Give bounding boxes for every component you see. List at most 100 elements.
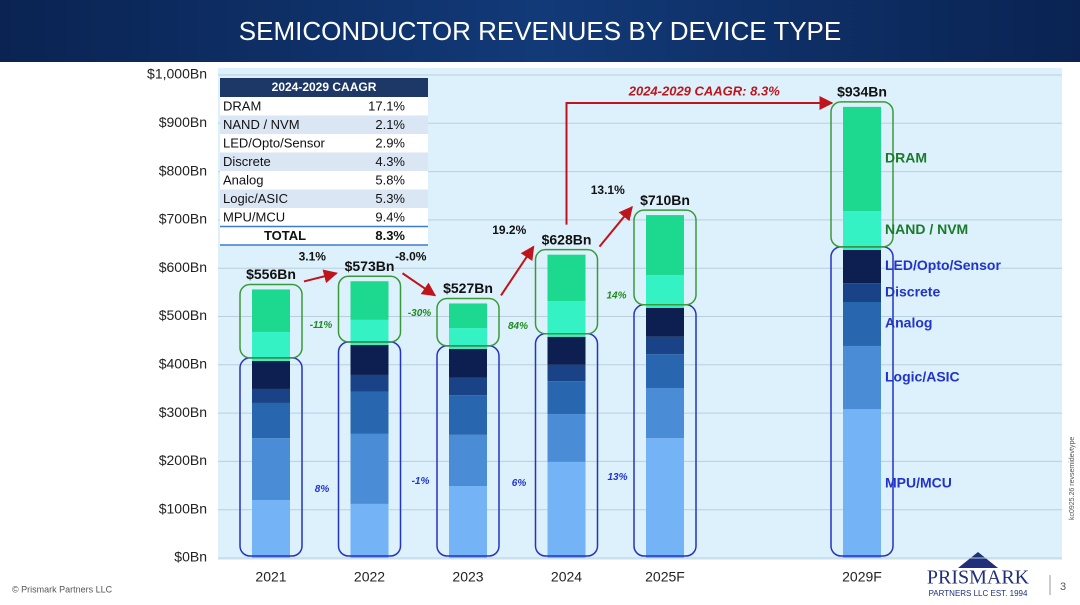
table-cell: MPU/MCU bbox=[223, 210, 285, 225]
logic-growth-label: 6% bbox=[512, 478, 527, 489]
total-label: $710Bn bbox=[640, 192, 690, 208]
bar-segment bbox=[547, 381, 586, 415]
logic-growth-label: 13% bbox=[607, 472, 627, 483]
growth-label: 13.1% bbox=[591, 183, 625, 197]
bar-segment bbox=[350, 374, 389, 392]
memory-growth-label: -11% bbox=[310, 320, 333, 331]
bar-segment bbox=[547, 461, 586, 558]
table-total-label: TOTAL bbox=[264, 228, 306, 243]
total-label: $628Bn bbox=[542, 231, 592, 247]
bar-segment bbox=[252, 500, 290, 558]
bar-segment bbox=[350, 319, 389, 345]
bar-segment bbox=[646, 307, 684, 337]
x-tick-label: 2021 bbox=[255, 569, 286, 585]
x-tick-label: 2022 bbox=[354, 569, 385, 585]
total-label: $573Bn bbox=[345, 258, 395, 274]
bar-segment bbox=[252, 289, 290, 332]
memory-bracket bbox=[239, 283, 303, 359]
bar-segment bbox=[252, 402, 290, 439]
table-total-value: 8.3% bbox=[375, 228, 405, 243]
memory-bracket bbox=[534, 248, 599, 335]
table-row bbox=[220, 152, 428, 171]
header-banner bbox=[0, 0, 1080, 62]
bar-segment bbox=[646, 387, 684, 439]
bar-segment bbox=[252, 331, 290, 361]
total-label: $556Bn bbox=[246, 266, 296, 282]
memory-bracket bbox=[633, 209, 697, 306]
table-row bbox=[220, 208, 428, 227]
total-label: $527Bn bbox=[443, 280, 493, 296]
y-tick-label: $400Bn bbox=[159, 356, 207, 372]
bar-segment bbox=[843, 249, 881, 284]
legend-label: Discrete bbox=[885, 283, 940, 299]
y-tick-label: $300Bn bbox=[159, 404, 207, 420]
slide-title: SEMICONDUCTOR REVENUES BY DEVICE TYPE bbox=[239, 16, 841, 46]
table-cell: 9.4% bbox=[375, 210, 405, 225]
table-title: 2024-2029 CAAGR bbox=[272, 80, 377, 94]
table-cell: 2.1% bbox=[375, 117, 405, 132]
copyright: © Prismark Partners LLC bbox=[12, 584, 113, 594]
memory-bracket bbox=[830, 101, 894, 248]
growth-arrow bbox=[303, 269, 338, 284]
table-cell: Analog bbox=[223, 173, 263, 188]
table-cell: 17.1% bbox=[368, 99, 405, 114]
y-tick-label: $1,000Bn bbox=[147, 66, 207, 82]
total-label: $934Bn bbox=[837, 84, 887, 100]
memory-growth-label: 84% bbox=[508, 321, 528, 332]
bar-segment bbox=[350, 281, 389, 320]
bar-segment bbox=[646, 438, 684, 558]
slide-code: kc0925.26 revsemidevtype bbox=[1069, 437, 1076, 520]
bar-segment bbox=[449, 328, 487, 349]
memory-bracket bbox=[436, 297, 500, 347]
bar-segment bbox=[350, 391, 389, 434]
bar-segment bbox=[449, 434, 487, 487]
memory-growth-label: 14% bbox=[606, 290, 626, 301]
bar-segment bbox=[252, 360, 290, 389]
logic-growth-label: 8% bbox=[315, 484, 330, 495]
logo-icon bbox=[958, 552, 998, 568]
bar-segment bbox=[843, 409, 881, 558]
bar-segment bbox=[350, 433, 389, 504]
table-cell: 5.8% bbox=[375, 173, 405, 188]
bar-segment bbox=[350, 503, 389, 558]
bar-segment bbox=[547, 254, 586, 302]
table-cell: Logic/ASIC bbox=[223, 191, 288, 206]
table-cell: LED/Opto/Sensor bbox=[223, 136, 326, 151]
bar-segment bbox=[843, 106, 881, 212]
table-row bbox=[220, 134, 428, 153]
table-cell: NAND / NVM bbox=[223, 117, 300, 132]
bar-segment bbox=[843, 302, 881, 346]
page-number: 3 bbox=[1060, 581, 1066, 593]
table-cell: 2.9% bbox=[375, 136, 405, 151]
table-cell: DRAM bbox=[223, 99, 261, 114]
table-row bbox=[220, 97, 428, 116]
legend-label: MPU/MCU bbox=[885, 474, 952, 490]
bar-segment bbox=[547, 414, 586, 462]
bar-segment bbox=[646, 215, 684, 275]
bar-segment bbox=[449, 303, 487, 329]
legend-label: Logic/ASIC bbox=[885, 368, 960, 384]
growth-label: -8.0% bbox=[395, 249, 427, 263]
growth-label: 3.1% bbox=[299, 249, 327, 263]
bar-segment bbox=[449, 486, 487, 558]
bar-segment bbox=[843, 283, 881, 303]
table-cell: Discrete bbox=[223, 154, 271, 169]
growth-arrow bbox=[598, 205, 633, 248]
x-tick-label: 2025F bbox=[645, 569, 685, 585]
x-tick-label: 2023 bbox=[452, 569, 483, 585]
bar-segment bbox=[547, 336, 586, 365]
bar-segment bbox=[252, 438, 290, 501]
caagr-annotation: 2024-2029 CAAGR: 8.3% bbox=[628, 83, 780, 98]
logic-growth-label: -1% bbox=[412, 476, 430, 487]
x-tick-label: 2029F bbox=[842, 569, 882, 585]
bar-segment bbox=[646, 336, 684, 355]
y-tick-label: $100Bn bbox=[159, 500, 207, 516]
y-tick-label: $700Bn bbox=[159, 211, 207, 227]
caagr-arrow bbox=[565, 96, 834, 225]
legend-label: DRAM bbox=[885, 150, 927, 166]
bar-segment bbox=[843, 345, 881, 410]
bar-segment bbox=[449, 377, 487, 396]
bar-segment bbox=[547, 364, 586, 382]
logo-sub: PARTNERS LLC EST. 1994 bbox=[929, 589, 1028, 598]
